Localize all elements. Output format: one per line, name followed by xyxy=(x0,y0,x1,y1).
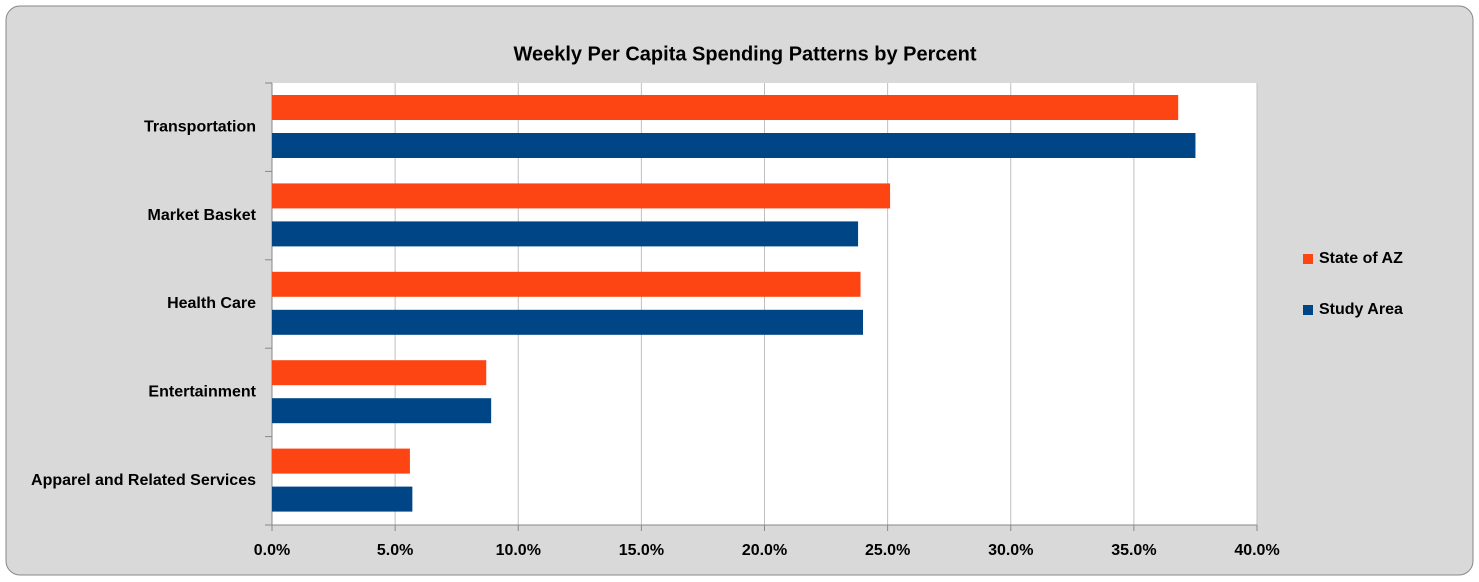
y-tick-label: Entertainment xyxy=(148,384,256,401)
x-tick-label: 25.0% xyxy=(865,542,910,559)
x-tick-label: 30.0% xyxy=(988,542,1033,559)
bar xyxy=(272,133,1196,158)
x-tick-label: 10.0% xyxy=(496,542,541,559)
x-tick-label: 40.0% xyxy=(1234,542,1279,559)
x-tick-label: 0.0% xyxy=(254,542,290,559)
y-tick-label: Transportation xyxy=(144,118,256,135)
y-tick-label: Apparel and Related Services xyxy=(31,472,256,489)
bar xyxy=(272,221,859,247)
legend-label: State of AZ xyxy=(1319,250,1403,267)
bar xyxy=(272,271,861,297)
chart-title: Weekly Per Capita Spending Patterns by P… xyxy=(513,43,976,65)
x-tick-label: 35.0% xyxy=(1111,542,1156,559)
y-tick-label: Health Care xyxy=(167,295,256,312)
bar xyxy=(272,309,863,335)
y-tick-label: Market Basket xyxy=(148,207,257,224)
bar xyxy=(272,486,413,512)
bar xyxy=(272,448,410,474)
x-tick-label: 15.0% xyxy=(619,542,664,559)
x-tick-label: 20.0% xyxy=(742,542,787,559)
bar xyxy=(272,95,1179,120)
bar xyxy=(272,398,492,424)
bar xyxy=(272,183,891,209)
legend-swatch xyxy=(1303,305,1313,315)
bar xyxy=(272,360,487,386)
legend-swatch xyxy=(1303,254,1313,264)
x-tick-label: 5.0% xyxy=(377,542,413,559)
legend-label: Study Area xyxy=(1319,301,1403,318)
